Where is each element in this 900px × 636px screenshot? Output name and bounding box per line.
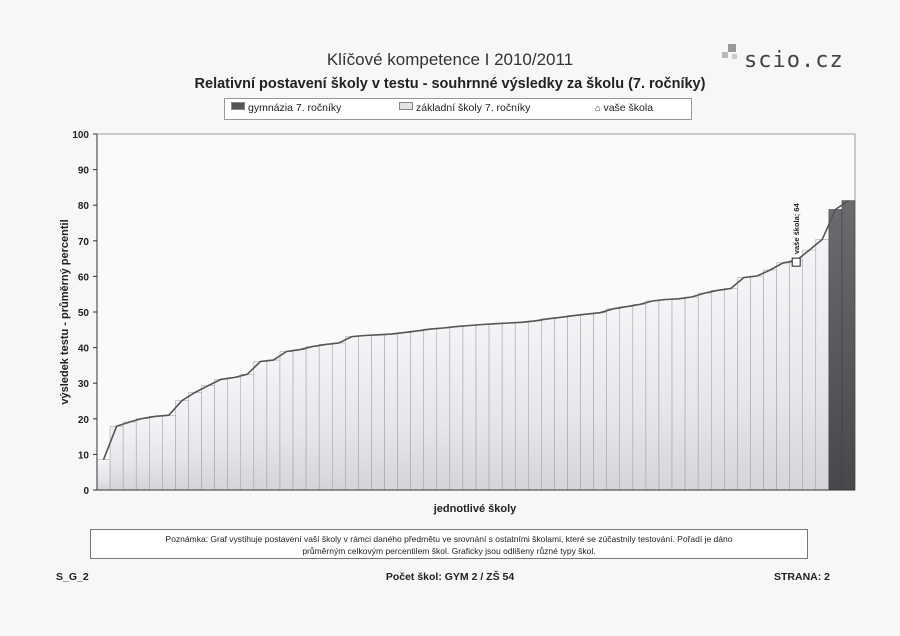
x-axis-label: jednotlivé školy [433,503,517,515]
legend-label: gymnázia 7. ročníky [248,102,342,114]
bar-zakladni-skola [528,320,542,491]
legend-item-zakladni: základní školy 7. ročníky [399,102,530,114]
bar-zakladni-skola [789,260,803,491]
bar-zakladni-skola [658,299,673,491]
bar-zakladni-skola [449,326,464,491]
bar-zakladni-skola [384,333,398,491]
bar-zakladni-skola [266,359,281,491]
legend-item-vase-skola: ⌂ vaše škola [595,102,653,114]
bar-zakladni-skola [162,414,176,491]
chart-legend: gymnázia 7. ročníky základní školy 7. ro… [224,98,692,120]
bar-zakladni-skola [737,277,751,491]
bar-zakladni-skola [684,296,699,491]
bar-zakladni-skola [253,361,268,491]
y-tick-label: 80 [78,201,90,212]
bar-zakladni-skola [371,334,385,491]
scio-logo: scio.cz [722,42,852,73]
bar-zakladni-skola [240,374,255,491]
y-tick-label: 20 [78,415,90,426]
bar-zakladni-skola [554,317,568,491]
note-line: Poznámka: Graf vystihuje postavení vaší … [165,534,733,544]
bar-zakladni-skola [423,328,438,491]
note-box: Poznámka: Graf vystihuje postavení vaší … [90,529,808,559]
bar-zakladni-skola [358,335,372,491]
bar-zakladni-skola [763,269,777,491]
bar-zakladni-skola [149,416,163,491]
logo-square-icon [722,52,728,58]
bar-zakladni-skola [227,377,242,491]
bar-zakladni-skola [697,292,712,491]
bar-zakladni-skola [436,327,451,491]
bar-zakladni-skola [710,290,725,491]
legend-swatch [231,102,245,110]
bar-zakladni-skola [501,322,516,491]
bar-zakladni-skola [462,325,477,491]
bar-zakladni-skola [593,312,607,491]
bar-zakladni-skola [619,306,634,491]
y-tick-label: 0 [83,486,89,497]
bar-zakladni-skola [214,379,228,491]
bar-zakladni-skola [122,421,137,491]
footer-page-number: STRANA: 2 [773,571,830,583]
y-tick-label: 60 [78,272,90,283]
legend-swatch [399,102,413,110]
bar-zakladni-skola [279,351,294,491]
bar-zakladni-skola [397,332,411,491]
bar-zakladni-skola [815,239,830,491]
footer-school-count: Počet škol: GYM 2 / ZŠ 54 [385,571,515,583]
bar-gymnazium [828,209,843,491]
bar-zakladni-skola [188,392,202,491]
bar-zakladni-skola [671,298,686,491]
bar-zakladni-skola [567,315,581,491]
y-tick-label: 90 [78,166,90,177]
page-title: Klíčové kompetence I 2010/2011 [326,50,574,69]
bar-zakladni-skola [802,249,817,491]
y-tick-label: 30 [78,379,90,390]
bar-zakladni-skola [488,323,503,491]
logo-square-icon [732,54,737,59]
y-tick-label: 10 [78,450,90,461]
bar-zakladni-skola [632,304,647,491]
note-line: průměrným celkovým percentilem škol. Gra… [302,546,596,556]
y-axis-label: výsledek testu - průměrný percentil [59,219,71,404]
bar-zakladni-skola [514,322,529,491]
y-tick-label: 40 [78,344,90,355]
logo-square-icon [728,44,736,52]
bar-zakladni-skola [580,313,594,491]
series-line [102,199,849,460]
bar-zakladni-skola [96,459,111,491]
bar-zakladni-skola [724,288,738,491]
bar-zakladni-skola [292,349,307,491]
vase-skola-marker [791,257,801,267]
bar-zakladni-skola [135,418,150,491]
bar-zakladni-skola [175,400,189,491]
bar-zakladni-skola [606,308,621,491]
house-icon: ⌂ [595,103,601,113]
bar-zakladni-skola [750,275,764,491]
bar-zakladni-skola [318,344,333,491]
legend-item-gymnazia: gymnázia 7. ročníky [231,102,341,114]
bar-zakladni-skola [201,385,215,491]
bar-gymnazium [841,200,856,491]
legend-label: základní školy 7. ročníky [416,102,531,114]
bar-zakladni-skola [776,262,790,491]
chart-title: Relativní postavení školy v testu - souh… [194,76,706,92]
y-tick-label: 100 [72,130,89,141]
y-tick-label: 50 [78,308,90,319]
bar-zakladni-skola [331,342,346,491]
bar-zakladni-skola [541,318,555,491]
bar-zakladni-skola [345,336,359,491]
bar-zakladni-skola [475,324,490,491]
bar-zakladni-skola [410,330,424,491]
logo-text: scio.cz [744,48,844,73]
vase-skola-label: vaše škola; 64 [792,202,801,254]
legend-label: vaše škola [603,102,654,114]
y-tick-label: 70 [78,237,90,248]
footer-code: S_G_2 [56,571,89,583]
bar-zakladni-skola [305,346,320,491]
bar-zakladni-skola [645,300,660,491]
